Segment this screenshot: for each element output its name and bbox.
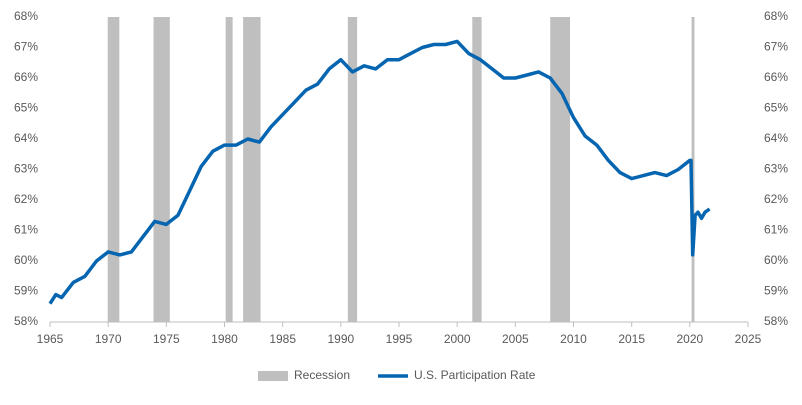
data-line — [48, 39, 711, 305]
recession-band — [225, 17, 233, 322]
x-tick-label: 2005 — [502, 332, 529, 346]
x-tick-label: 2015 — [618, 332, 645, 346]
x-tick-label: 1965 — [37, 332, 64, 346]
y-tick-label: 62% — [14, 192, 38, 206]
x-tick-label: 2025 — [735, 332, 762, 346]
legend-label: U.S. Participation Rate — [414, 368, 536, 382]
recession-band — [243, 17, 261, 322]
x-tick-label: 1980 — [211, 332, 238, 346]
y-tick-label: 66% — [14, 70, 38, 84]
y-tick-label: 68% — [14, 9, 38, 23]
y2-tick-label: 60% — [764, 253, 788, 267]
legend-swatch — [258, 371, 288, 381]
y-tick-label: 63% — [14, 162, 38, 176]
y2-tick-label: 68% — [764, 9, 788, 23]
x-tick-label: 1990 — [327, 332, 354, 346]
x-tick-label: 2020 — [676, 332, 703, 346]
recession-band — [347, 17, 358, 322]
recession-band — [107, 17, 120, 322]
x-tick-label: 1970 — [95, 332, 122, 346]
y2-tick-label: 59% — [764, 284, 788, 298]
x-tick-label: 2000 — [444, 332, 471, 346]
y-tick-label: 60% — [14, 253, 38, 267]
y2-tick-label: 65% — [764, 101, 788, 115]
x-tick-label: 1995 — [386, 332, 413, 346]
y2-tick-label: 67% — [764, 40, 788, 54]
y2-tick-label: 66% — [764, 70, 788, 84]
x-tick-label: 1985 — [269, 332, 296, 346]
y2-tick-label: 63% — [764, 162, 788, 176]
y2-tick-label: 61% — [764, 223, 788, 237]
y2-tick-label: 62% — [764, 192, 788, 206]
recession-band — [472, 17, 482, 322]
y-tick-label: 58% — [14, 314, 38, 328]
y-tick-label: 65% — [14, 101, 38, 115]
x-tick-label: 1975 — [153, 332, 180, 346]
y-tick-label: 64% — [14, 131, 38, 145]
y-tick-label: 61% — [14, 223, 38, 237]
y2-tick-label: 64% — [764, 131, 788, 145]
recession-band — [153, 17, 170, 322]
y-tick-label: 59% — [14, 284, 38, 298]
y2-tick-label: 58% — [764, 314, 788, 328]
x-tick-label: 2010 — [560, 332, 587, 346]
legend-label: Recession — [294, 368, 350, 382]
recession-band — [550, 17, 571, 322]
recession-band — [691, 17, 695, 322]
y-tick-label: 67% — [14, 40, 38, 54]
